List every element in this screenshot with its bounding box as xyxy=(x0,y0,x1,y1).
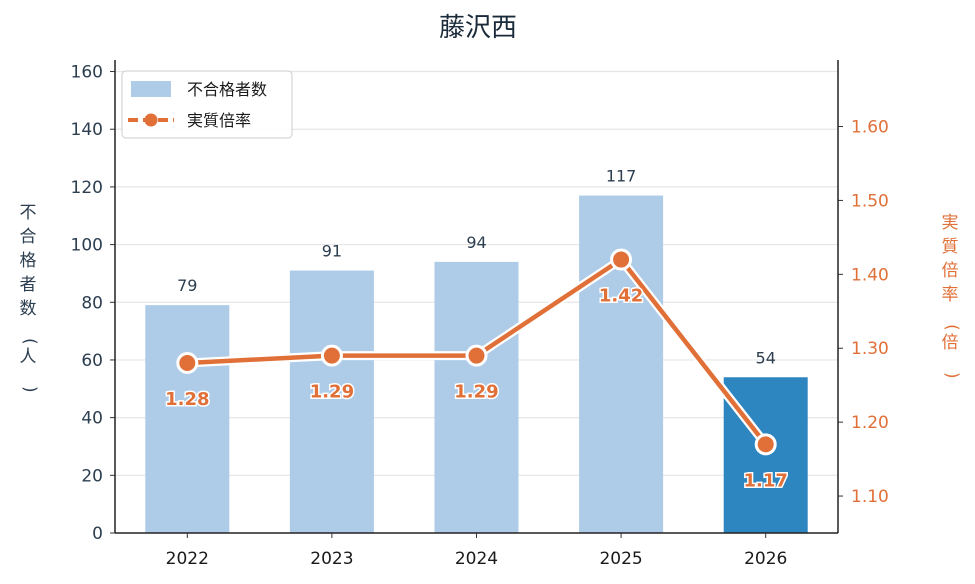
chart-title: 藤沢西 xyxy=(439,13,517,43)
ratio-point xyxy=(610,248,633,271)
right-tick-label: 1.60 xyxy=(851,118,889,138)
ratio-value-label: 1.28 xyxy=(165,389,209,410)
ratio-value-label: 1.29 xyxy=(454,382,498,403)
left-tick-label: 80 xyxy=(81,293,103,313)
right-tick-label: 1.10 xyxy=(851,487,889,507)
legend-bar-label: 不合格者数 xyxy=(187,80,267,99)
right-tick-label: 1.40 xyxy=(851,265,889,285)
x-tick-label: 2022 xyxy=(166,549,209,569)
left-tick-label: 140 xyxy=(71,120,103,140)
bar xyxy=(434,261,519,533)
ratio-value-label: 1.29 xyxy=(310,382,354,403)
left-tick-label: 40 xyxy=(81,409,103,429)
bar xyxy=(579,195,664,533)
right-tick-label: 1.30 xyxy=(851,339,889,359)
legend-line-label: 実質倍率 xyxy=(187,111,251,130)
legend-line-marker xyxy=(144,113,158,127)
left-tick-label: 160 xyxy=(71,63,103,83)
ratio-value-label: 1.42 xyxy=(599,286,643,307)
left-tick-label: 60 xyxy=(81,351,103,371)
right-axis-title: 実質倍率(倍) xyxy=(942,213,962,379)
left-axis-title: 不合格者数(人) xyxy=(20,203,40,393)
right-tick-label: 1.20 xyxy=(851,413,889,433)
bar-value-label: 91 xyxy=(322,242,342,261)
bar-value-label: 117 xyxy=(606,167,637,186)
bar xyxy=(289,270,374,533)
bar-value-label: 79 xyxy=(177,276,197,295)
x-tick-label: 2026 xyxy=(744,549,787,569)
x-tick-label: 2024 xyxy=(455,549,498,569)
ratio-point xyxy=(465,344,488,367)
left-tick-label: 20 xyxy=(81,466,103,486)
x-tick-label: 2023 xyxy=(310,549,353,569)
ratio-point xyxy=(754,433,777,456)
bar-value-label: 94 xyxy=(466,233,486,252)
bar xyxy=(145,305,230,533)
right-tick-label: 1.50 xyxy=(851,191,889,211)
left-tick-label: 120 xyxy=(71,178,103,198)
bar-value-label: 54 xyxy=(756,348,776,367)
left-tick-label: 100 xyxy=(71,236,103,256)
ratio-value-label: 1.17 xyxy=(743,470,787,491)
legend-bar-swatch xyxy=(131,81,171,97)
ratio-point xyxy=(320,344,343,367)
left-tick-label: 0 xyxy=(92,524,103,544)
x-tick-label: 2025 xyxy=(599,549,642,569)
ratio-point xyxy=(176,352,199,375)
